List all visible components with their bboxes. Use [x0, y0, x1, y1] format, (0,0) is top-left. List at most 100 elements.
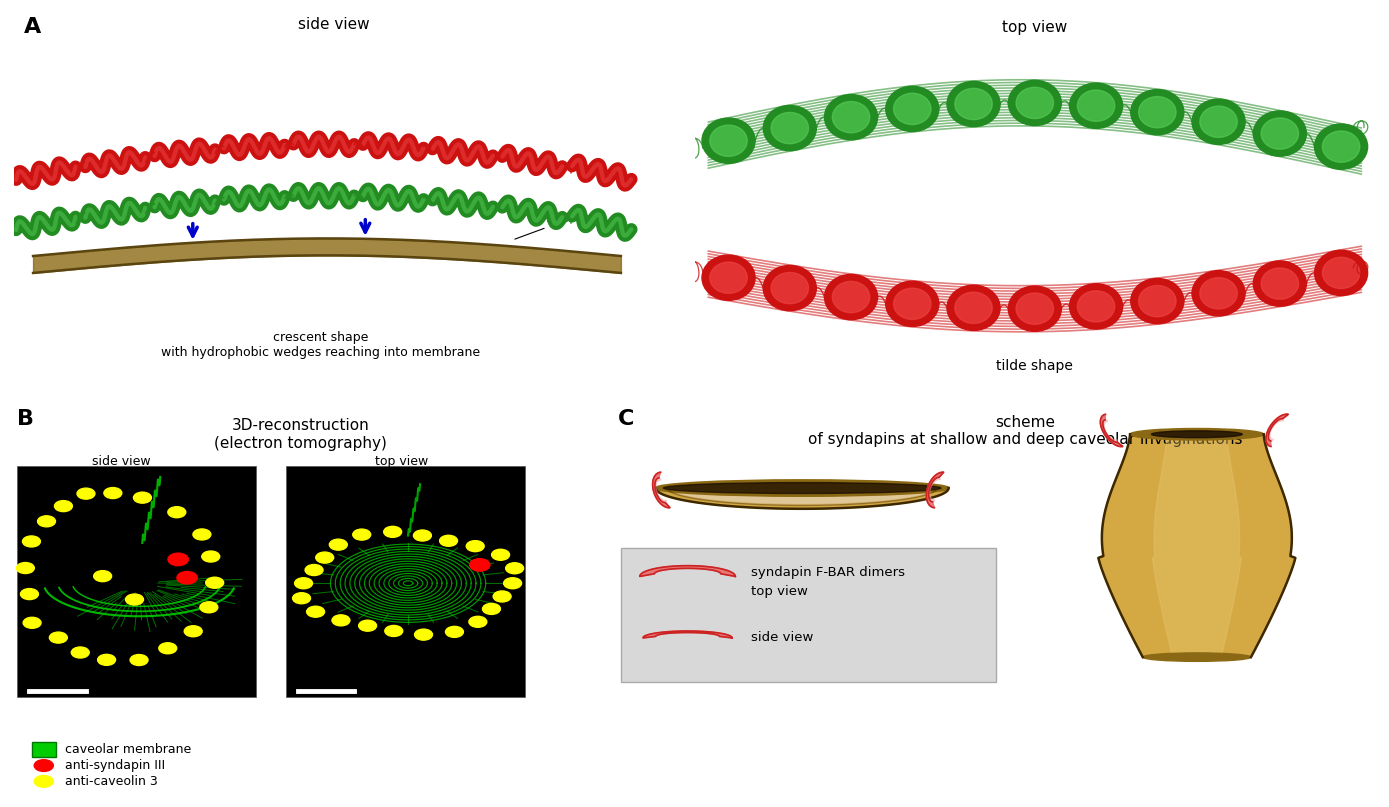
- Circle shape: [54, 500, 72, 512]
- Ellipse shape: [656, 480, 949, 496]
- Circle shape: [506, 562, 524, 574]
- Ellipse shape: [832, 282, 870, 312]
- Polygon shape: [643, 631, 732, 638]
- Circle shape: [332, 615, 350, 626]
- Circle shape: [97, 654, 115, 665]
- Circle shape: [17, 562, 35, 574]
- Ellipse shape: [893, 288, 931, 320]
- Text: anti-caveolin 3: anti-caveolin 3: [65, 775, 157, 788]
- Ellipse shape: [1143, 653, 1251, 662]
- Ellipse shape: [701, 255, 756, 300]
- Ellipse shape: [1253, 261, 1307, 307]
- Text: scheme
of syndapins at shallow and deep caveolar invaginations: scheme of syndapins at shallow and deep …: [808, 415, 1242, 447]
- Ellipse shape: [954, 292, 992, 324]
- Ellipse shape: [771, 273, 808, 303]
- Ellipse shape: [1322, 257, 1360, 289]
- Circle shape: [125, 594, 143, 605]
- Circle shape: [176, 571, 197, 584]
- Text: C: C: [618, 409, 633, 429]
- Ellipse shape: [1151, 431, 1242, 437]
- Circle shape: [76, 488, 94, 500]
- FancyBboxPatch shape: [286, 466, 525, 697]
- Text: caveolar membrane: caveolar membrane: [65, 743, 190, 756]
- Circle shape: [504, 578, 522, 589]
- Ellipse shape: [1139, 286, 1176, 317]
- Ellipse shape: [710, 262, 747, 294]
- Polygon shape: [1153, 434, 1242, 657]
- Circle shape: [38, 516, 56, 527]
- Ellipse shape: [1314, 124, 1368, 169]
- Polygon shape: [653, 472, 669, 508]
- Ellipse shape: [1078, 291, 1115, 322]
- Ellipse shape: [1261, 118, 1299, 149]
- FancyBboxPatch shape: [17, 466, 256, 697]
- Ellipse shape: [1192, 99, 1245, 144]
- Ellipse shape: [886, 281, 939, 327]
- Ellipse shape: [1131, 278, 1183, 324]
- Ellipse shape: [1314, 250, 1368, 295]
- Text: syndapin F-BAR dimers: syndapin F-BAR dimers: [751, 566, 906, 579]
- Ellipse shape: [825, 274, 878, 320]
- Circle shape: [131, 654, 149, 666]
- Text: B: B: [17, 409, 33, 429]
- Ellipse shape: [947, 285, 1000, 330]
- Text: A: A: [24, 18, 40, 37]
- Text: side view: side view: [751, 631, 814, 645]
- Polygon shape: [926, 472, 943, 508]
- Ellipse shape: [886, 86, 939, 132]
- Circle shape: [469, 617, 486, 627]
- Ellipse shape: [947, 82, 1000, 127]
- Circle shape: [50, 632, 67, 643]
- Circle shape: [329, 539, 347, 550]
- Circle shape: [482, 604, 500, 614]
- Circle shape: [93, 571, 111, 582]
- Circle shape: [414, 629, 432, 640]
- FancyBboxPatch shape: [621, 548, 996, 682]
- Ellipse shape: [832, 102, 870, 133]
- Text: anti-syndapin III: anti-syndapin III: [65, 759, 165, 772]
- Ellipse shape: [701, 118, 756, 163]
- Ellipse shape: [1131, 90, 1183, 135]
- FancyBboxPatch shape: [32, 742, 56, 757]
- Circle shape: [446, 626, 464, 638]
- Text: side view: side view: [297, 18, 369, 32]
- Circle shape: [24, 617, 42, 629]
- Ellipse shape: [1078, 90, 1115, 121]
- Circle shape: [168, 507, 186, 517]
- Circle shape: [293, 592, 311, 604]
- Circle shape: [294, 578, 313, 589]
- Circle shape: [307, 606, 325, 617]
- Text: crescent shape
with hydrophobic wedges reaching into membrane: crescent shape with hydrophobic wedges r…: [161, 332, 481, 359]
- Circle shape: [35, 759, 53, 771]
- Circle shape: [201, 551, 219, 562]
- Text: tilde shape: tilde shape: [996, 359, 1074, 374]
- Circle shape: [439, 535, 457, 546]
- Ellipse shape: [1322, 131, 1360, 162]
- Circle shape: [385, 625, 403, 637]
- Ellipse shape: [1070, 284, 1122, 329]
- Ellipse shape: [825, 94, 878, 140]
- Text: top view: top view: [375, 455, 429, 468]
- Circle shape: [315, 552, 333, 563]
- Circle shape: [358, 621, 376, 631]
- Ellipse shape: [954, 88, 992, 119]
- Circle shape: [353, 529, 371, 540]
- Ellipse shape: [1017, 87, 1053, 119]
- Text: membrane: membrane: [515, 211, 606, 239]
- Polygon shape: [656, 488, 949, 508]
- Circle shape: [493, 591, 511, 602]
- Ellipse shape: [1253, 111, 1307, 157]
- Polygon shape: [1100, 414, 1122, 446]
- Circle shape: [469, 558, 490, 571]
- Ellipse shape: [1008, 80, 1061, 126]
- Circle shape: [193, 529, 211, 540]
- Ellipse shape: [664, 483, 940, 494]
- Ellipse shape: [1131, 429, 1264, 440]
- Ellipse shape: [1261, 268, 1299, 299]
- Circle shape: [467, 541, 485, 552]
- Circle shape: [104, 487, 122, 499]
- Ellipse shape: [1200, 278, 1238, 309]
- Polygon shape: [1099, 434, 1296, 657]
- Ellipse shape: [893, 94, 931, 124]
- Ellipse shape: [1008, 286, 1061, 332]
